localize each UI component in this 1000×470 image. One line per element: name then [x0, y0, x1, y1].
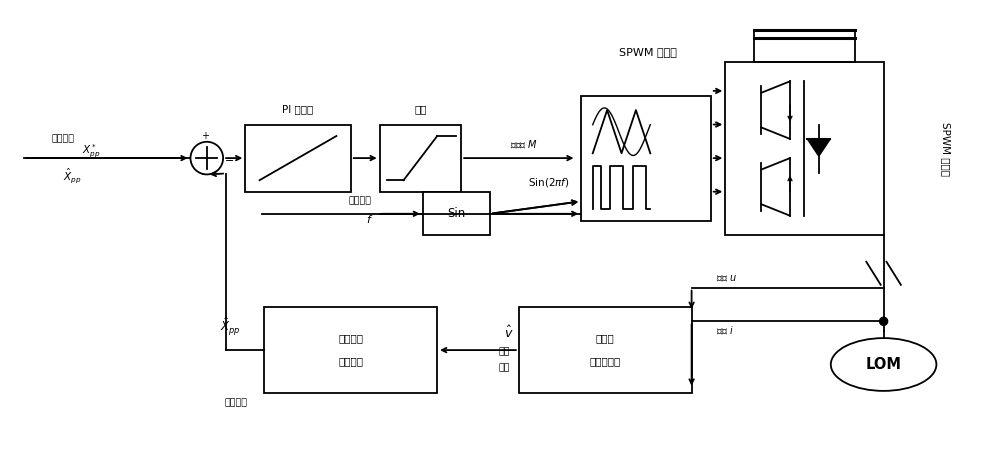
Polygon shape — [807, 139, 830, 156]
Bar — [581, 96, 711, 220]
Bar — [264, 307, 437, 393]
Text: $-$: $-$ — [224, 154, 234, 164]
Text: PI 控制器: PI 控制器 — [282, 104, 314, 114]
Text: 速度: 速度 — [499, 363, 510, 372]
Bar — [423, 192, 490, 235]
Text: Sin: Sin — [447, 207, 466, 220]
Bar — [519, 307, 692, 393]
Text: $f$: $f$ — [366, 212, 374, 225]
Text: 滑模观测器: 滑模观测器 — [590, 357, 621, 367]
Bar — [725, 62, 884, 235]
Text: LOM: LOM — [866, 357, 902, 372]
Text: 电流 $i$: 电流 $i$ — [716, 324, 733, 336]
Text: $X^*_{pp}$: $X^*_{pp}$ — [82, 143, 101, 160]
Bar — [380, 125, 461, 192]
Text: $-$: $-$ — [200, 168, 210, 179]
Circle shape — [880, 317, 888, 325]
Text: 给定振幅: 给定振幅 — [51, 134, 74, 143]
Bar — [245, 125, 351, 192]
Text: $\hat{X}_{pp}$: $\hat{X}_{pp}$ — [220, 315, 241, 337]
Text: $\hat{X}_{pp}$: $\hat{X}_{pp}$ — [63, 166, 82, 185]
Text: 限幅: 限幅 — [414, 104, 427, 114]
Text: 估算: 估算 — [499, 347, 510, 357]
Text: 通滤波器: 通滤波器 — [338, 357, 363, 367]
Text: SPWM 发生器: SPWM 发生器 — [619, 47, 677, 57]
Text: +: + — [201, 131, 209, 141]
Text: 占空比 $M$: 占空比 $M$ — [510, 138, 538, 149]
Text: 观测振幅: 观测振幅 — [224, 399, 247, 407]
Text: 自适应带: 自适应带 — [338, 334, 363, 344]
Text: $\mathrm{Sin}(2\pi f)$: $\mathrm{Sin}(2\pi f)$ — [528, 176, 570, 188]
Text: 改进型: 改进型 — [596, 334, 615, 344]
Text: SPWM 变流器: SPWM 变流器 — [941, 122, 951, 175]
Text: 给定频率: 给定频率 — [349, 197, 372, 206]
Text: $\hat{v}$: $\hat{v}$ — [504, 325, 514, 341]
Text: 电压 $u$: 电压 $u$ — [716, 273, 736, 283]
